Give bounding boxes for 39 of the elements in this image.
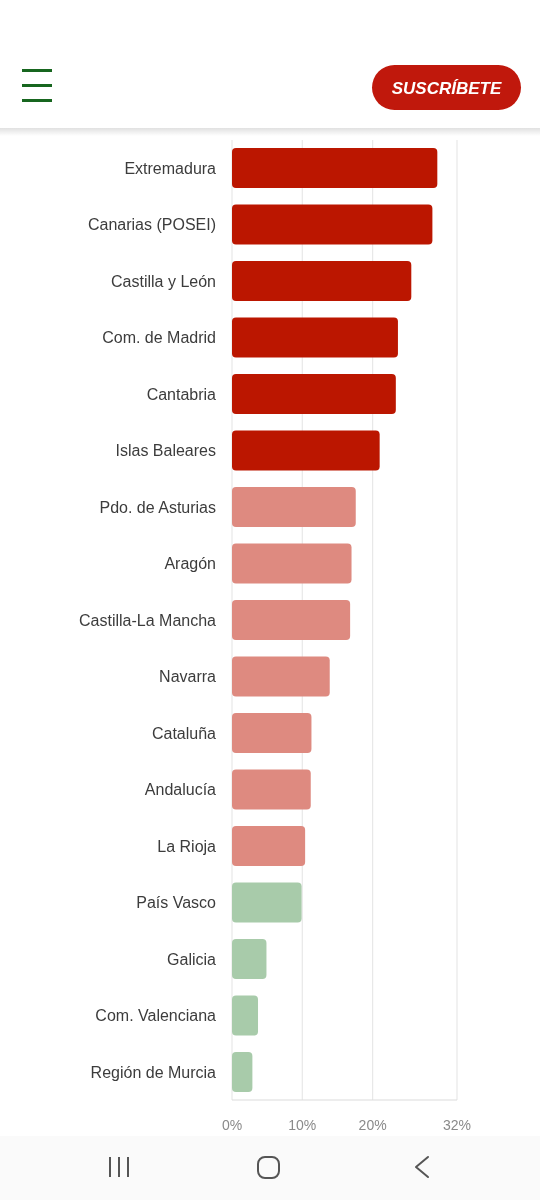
bar <box>232 712 312 754</box>
y-tick-label: Canarias (POSEI) <box>87 216 216 234</box>
bar <box>232 204 433 245</box>
y-tick-label: Aragón <box>164 555 216 573</box>
y-tick-label: Extremadura <box>124 159 217 177</box>
y-tick-label: Navarra <box>159 668 217 686</box>
y-tick-label: Com. Valenciana <box>95 1007 217 1025</box>
y-tick-label: País Vasco <box>136 894 217 912</box>
bar <box>232 543 352 584</box>
bar <box>232 430 380 471</box>
y-tick-label: Andalucía <box>144 781 217 799</box>
bar <box>232 769 311 810</box>
bar <box>232 260 412 302</box>
x-tick-label: 32% <box>442 1117 472 1133</box>
y-tick-label: Galicia <box>167 950 217 968</box>
x-tick-label: 20% <box>358 1117 387 1133</box>
y-tick-label: Castilla-La Mancha <box>79 611 217 629</box>
bar <box>232 938 267 980</box>
bar <box>232 995 259 1036</box>
y-tick-label: Castilla y León <box>111 272 216 290</box>
y-tick-label: Cataluña <box>151 724 217 742</box>
bar <box>232 317 398 358</box>
y-tick-label: Islas Baleares <box>115 442 216 460</box>
x-tick-label: 0% <box>221 1117 243 1133</box>
bar <box>232 147 438 189</box>
bar <box>232 1051 253 1093</box>
bar <box>232 656 330 697</box>
y-tick-label: Cantabria <box>146 385 217 403</box>
subscribe-button: SUSCRÍBETE <box>372 65 521 110</box>
bar <box>232 825 306 867</box>
y-tick-label: Pdo. de Asturias <box>99 498 216 516</box>
bar <box>232 486 356 528</box>
y-tick-label: Región de Murcia <box>90 1063 217 1081</box>
bar <box>232 373 396 415</box>
bar <box>232 599 351 641</box>
bar <box>232 882 302 923</box>
y-tick-label: La Rioja <box>157 837 217 855</box>
x-tick-label: 10% <box>288 1117 317 1133</box>
y-tick-label: Com. de Madrid <box>102 329 216 347</box>
